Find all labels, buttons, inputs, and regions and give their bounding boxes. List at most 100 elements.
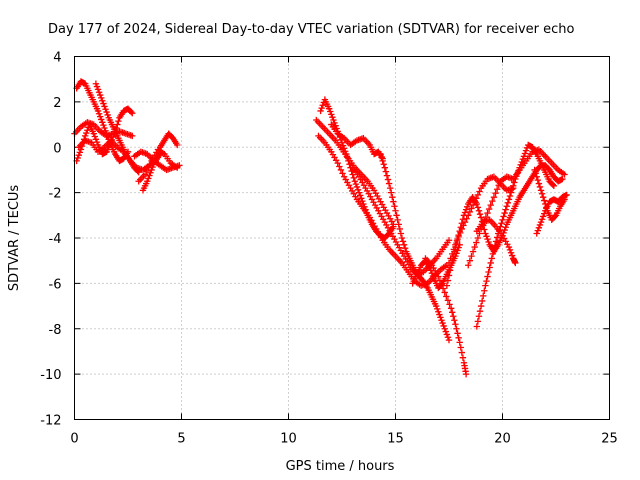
data-point: [541, 210, 548, 217]
data-point: [339, 170, 346, 177]
data-point: [474, 234, 482, 242]
data-point: [457, 344, 464, 351]
data-point: [503, 203, 510, 210]
data-point: [450, 313, 457, 320]
data-point: [515, 167, 522, 174]
x-tick-label: 5: [177, 432, 185, 447]
data-point: [144, 178, 151, 185]
data-point: [502, 206, 509, 213]
data-point: [519, 155, 527, 163]
x-axis-label: GPS time / hours: [286, 459, 395, 474]
data-point: [444, 334, 452, 341]
data-point: [490, 193, 498, 201]
data-point: [531, 166, 538, 174]
data-point: [532, 170, 539, 177]
series-track-14: [377, 150, 453, 344]
data-point: [429, 272, 437, 280]
series-track-10: [313, 116, 397, 228]
data-point: [94, 86, 102, 93]
data-point: [535, 224, 543, 231]
data-point: [487, 259, 494, 267]
data-point: [100, 121, 107, 129]
data-point: [471, 198, 478, 205]
data-point: [329, 113, 336, 121]
data-point: [397, 230, 405, 237]
data-point: [325, 105, 333, 112]
series-track-8: [131, 148, 183, 174]
data-point: [390, 198, 397, 205]
data-point: [462, 370, 470, 378]
data-point: [500, 213, 507, 220]
data-point: [536, 221, 544, 229]
data-point: [456, 241, 463, 249]
series-track-3: [71, 119, 136, 140]
data-point: [505, 243, 513, 251]
data-point: [350, 174, 357, 182]
data-point: [449, 309, 456, 316]
data-point: [535, 180, 543, 187]
data-point: [394, 216, 401, 224]
data-point: [458, 225, 466, 233]
data-point: [460, 222, 467, 229]
data-point: [101, 124, 108, 132]
data-point: [502, 224, 509, 231]
data-point: [483, 233, 490, 240]
data-point: [453, 250, 460, 257]
data-point: [129, 132, 136, 140]
data-point: [395, 221, 402, 228]
data-point: [447, 305, 455, 312]
data-point: [478, 297, 486, 305]
grid: [74, 56, 610, 420]
data-point: [512, 175, 519, 183]
series-track-6: [139, 130, 181, 194]
data-point: [377, 150, 384, 158]
data-point: [505, 196, 513, 203]
data-point: [551, 213, 559, 220]
data-point: [511, 179, 518, 186]
data-point: [498, 220, 505, 227]
data-point: [114, 121, 121, 128]
data-point: [145, 164, 152, 171]
data-point: [95, 110, 103, 117]
data-point: [463, 215, 470, 222]
data-point: [516, 164, 523, 171]
data-point: [141, 171, 149, 178]
data-point: [148, 166, 155, 174]
data-point: [128, 108, 135, 116]
data-point: [474, 191, 482, 199]
data-point: [358, 195, 365, 202]
data-point: [400, 241, 408, 249]
data-point: [111, 128, 119, 135]
data-point: [563, 191, 570, 199]
data-point: [143, 167, 150, 175]
data-point: [382, 168, 390, 175]
data-point: [145, 175, 152, 182]
tick-labels: 0 5 10 15 20 25 -12 -10 -8 -6 -4 -2 0 2 4: [40, 51, 618, 447]
data-point: [401, 245, 409, 252]
series-track-23: [409, 241, 463, 292]
series-track-20: [473, 216, 519, 267]
data-point: [328, 111, 335, 118]
y-tick-label: 0: [53, 141, 61, 156]
y-tick-label: -2: [49, 187, 62, 202]
data-point: [473, 323, 481, 330]
data-point: [146, 172, 153, 179]
x-tick-label: 25: [601, 432, 618, 447]
data-point: [534, 176, 542, 184]
data-point: [101, 103, 108, 110]
data-point: [536, 183, 544, 191]
data-point: [454, 330, 461, 337]
data-point: [469, 248, 477, 255]
data-point: [453, 237, 461, 245]
data-point: [465, 212, 472, 219]
data-point: [441, 289, 448, 296]
data-point: [465, 262, 472, 269]
data-point: [504, 199, 512, 207]
data-point: [475, 313, 483, 320]
data-point: [559, 175, 566, 183]
data-point: [506, 246, 514, 254]
chart-title: Day 177 of 2024, Sidereal Day-to-day VTE…: [48, 22, 575, 37]
data-point: [438, 281, 445, 288]
data-point: [110, 131, 118, 138]
